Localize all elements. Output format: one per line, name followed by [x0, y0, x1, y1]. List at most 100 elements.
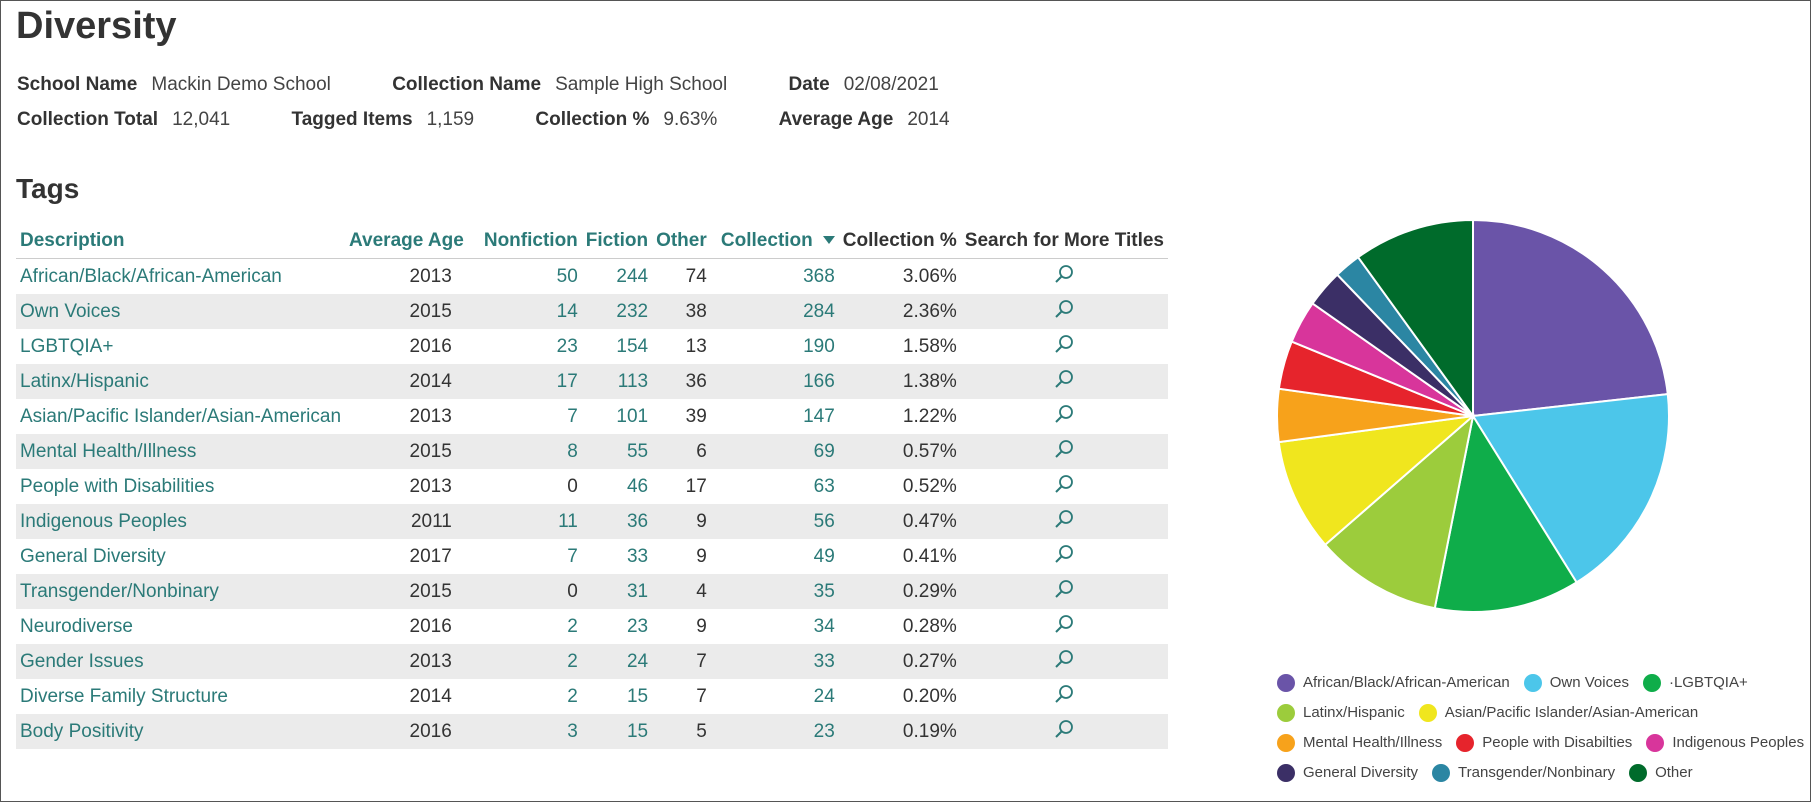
table-row: LGBTQIA+ 2016 23 154 13 190 1.58%	[16, 329, 1168, 364]
sort-desc-icon	[822, 236, 835, 245]
search-more-cell	[961, 609, 1168, 644]
magnifier-icon[interactable]	[1054, 264, 1074, 290]
fiction-link[interactable]: 36	[581, 504, 653, 539]
average-age-cell: 2014	[345, 364, 468, 399]
tag-description-link[interactable]: Asian/Pacific Islander/Asian-American	[20, 405, 342, 427]
collection-link[interactable]: 49	[813, 545, 835, 567]
header-collection[interactable]: Collection	[710, 223, 839, 259]
magnifier-icon[interactable]	[1054, 509, 1074, 535]
collection-link[interactable]: 368	[803, 265, 835, 287]
fiction-link[interactable]: 46	[626, 475, 649, 497]
legend-item[interactable]: African/Black/African-American	[1277, 674, 1510, 693]
collection-link[interactable]: 63	[813, 475, 835, 497]
legend-item[interactable]: Other	[1629, 764, 1693, 783]
magnifier-icon[interactable]	[1054, 439, 1074, 465]
collection-link[interactable]: 69	[710, 434, 839, 469]
other-cell: 5	[652, 714, 711, 749]
tag-description-link[interactable]: Diverse Family Structure	[20, 685, 228, 707]
fiction-link[interactable]: 101	[616, 405, 649, 427]
collection-link[interactable]: 284	[710, 294, 839, 329]
fiction-link[interactable]: 232	[581, 294, 653, 329]
tag-description-link[interactable]: Latinx/Hispanic	[16, 364, 346, 399]
header-description[interactable]: Description	[16, 223, 346, 259]
average-age-cell: 2015	[345, 294, 468, 329]
magnifier-icon[interactable]	[1054, 684, 1074, 710]
collection-link[interactable]: 24	[813, 685, 835, 707]
tag-description-link[interactable]: LGBTQIA+	[20, 335, 114, 357]
collection-pct-cell: 0.20%	[902, 685, 957, 707]
magnifier-icon[interactable]	[1054, 404, 1074, 430]
collection-link[interactable]: 190	[803, 335, 835, 357]
tag-description-link[interactable]: Own Voices	[16, 294, 346, 329]
magnifier-icon[interactable]	[1054, 614, 1074, 640]
tag-description-link[interactable]: People with Disabilities	[20, 475, 215, 497]
tag-description-link[interactable]: General Diversity	[20, 545, 166, 567]
tag-description-link[interactable]: Neurodiverse	[20, 615, 133, 637]
magnifier-icon[interactable]	[1054, 719, 1074, 745]
legend-swatch	[1277, 734, 1295, 753]
fiction-link[interactable]: 15	[626, 685, 649, 707]
legend-item[interactable]: People with Disabilties	[1456, 734, 1632, 753]
nonfiction-link[interactable]: 7	[567, 545, 578, 567]
legend-item[interactable]: Indigenous Peoples	[1646, 734, 1804, 753]
legend-item[interactable]: ·LGBTQIA+	[1642, 674, 1748, 693]
header-fiction[interactable]: Fiction	[581, 223, 653, 259]
collection-pct-cell: 1.38%	[838, 364, 961, 399]
fiction-link[interactable]: 24	[581, 644, 653, 679]
legend-swatch	[1523, 674, 1542, 693]
fiction-link[interactable]: 31	[581, 574, 653, 609]
header-average-age[interactable]: Average Age	[345, 223, 468, 259]
collection-link[interactable]: 35	[710, 574, 839, 609]
fiction-link[interactable]: 154	[616, 335, 649, 357]
fiction-link[interactable]: 113	[581, 364, 653, 399]
header-other[interactable]: Other	[652, 223, 711, 259]
magnifier-icon[interactable]	[1054, 579, 1074, 605]
nonfiction-link[interactable]: 23	[556, 335, 578, 357]
nonfiction-link[interactable]: 2	[467, 644, 582, 679]
magnifier-icon[interactable]	[1054, 544, 1074, 570]
fiction-link[interactable]: 55	[581, 434, 653, 469]
collection-link[interactable]: 56	[710, 504, 839, 539]
tag-description-link[interactable]: Body Positivity	[16, 714, 346, 749]
magnifier-icon[interactable]	[1054, 369, 1074, 395]
average-age-cell: 2013	[409, 405, 452, 427]
collection-link[interactable]: 147	[803, 405, 835, 427]
fiction-link[interactable]: 33	[626, 545, 649, 567]
tag-description-link[interactable]: Indigenous Peoples	[16, 504, 346, 539]
nonfiction-link[interactable]: 11	[467, 504, 582, 539]
collection-link[interactable]: 34	[813, 615, 835, 637]
tag-description-link[interactable]: Gender Issues	[16, 644, 346, 679]
collection-link[interactable]: 33	[710, 644, 839, 679]
nonfiction-link[interactable]: 50	[556, 265, 578, 287]
collection-link[interactable]: 23	[710, 714, 839, 749]
tag-description-link[interactable]: African/Black/African-American	[20, 265, 282, 287]
legend-item[interactable]: General Diversity	[1277, 764, 1418, 783]
nonfiction-link[interactable]: 7	[567, 405, 578, 427]
legend-item[interactable]: Mental Health/Illness	[1277, 734, 1442, 753]
magnifier-icon[interactable]	[1054, 474, 1074, 500]
tag-description-link[interactable]: Mental Health/Illness	[16, 434, 346, 469]
nonfiction-link[interactable]: 17	[467, 364, 582, 399]
collection-link[interactable]: 166	[710, 364, 839, 399]
legend-item[interactable]: Transgender/Nonbinary	[1432, 764, 1615, 783]
nonfiction-link[interactable]: 8	[467, 434, 582, 469]
nonfiction-link[interactable]: 2	[567, 685, 578, 707]
nonfiction-link[interactable]: 3	[467, 714, 582, 749]
tagged-items-label: Tagged Items	[291, 109, 413, 130]
fiction-link[interactable]: 23	[626, 615, 649, 637]
average-age-cell: 2015	[345, 574, 468, 609]
tag-description-link[interactable]: Transgender/Nonbinary	[16, 574, 346, 609]
fiction-link[interactable]: 244	[616, 265, 649, 287]
nonfiction-link[interactable]: 14	[467, 294, 582, 329]
legend-item[interactable]: Own Voices	[1523, 674, 1629, 693]
legend-item[interactable]: Asian/Pacific Islander/Asian-American	[1418, 704, 1698, 723]
magnifier-icon[interactable]	[1054, 334, 1074, 360]
legend-item[interactable]: Latinx/Hispanic	[1277, 704, 1405, 723]
magnifier-icon[interactable]	[1054, 299, 1074, 325]
fiction-link[interactable]: 15	[581, 714, 653, 749]
nonfiction-link[interactable]: 2	[567, 615, 578, 637]
legend-label: Other	[1655, 764, 1693, 781]
header-nonfiction[interactable]: Nonfiction	[467, 223, 582, 259]
magnifier-icon[interactable]	[1054, 649, 1074, 675]
